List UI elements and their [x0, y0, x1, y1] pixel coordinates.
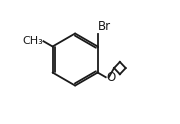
Text: CH₃: CH₃	[22, 36, 43, 46]
Text: Br: Br	[98, 20, 111, 33]
Text: O: O	[106, 71, 116, 84]
